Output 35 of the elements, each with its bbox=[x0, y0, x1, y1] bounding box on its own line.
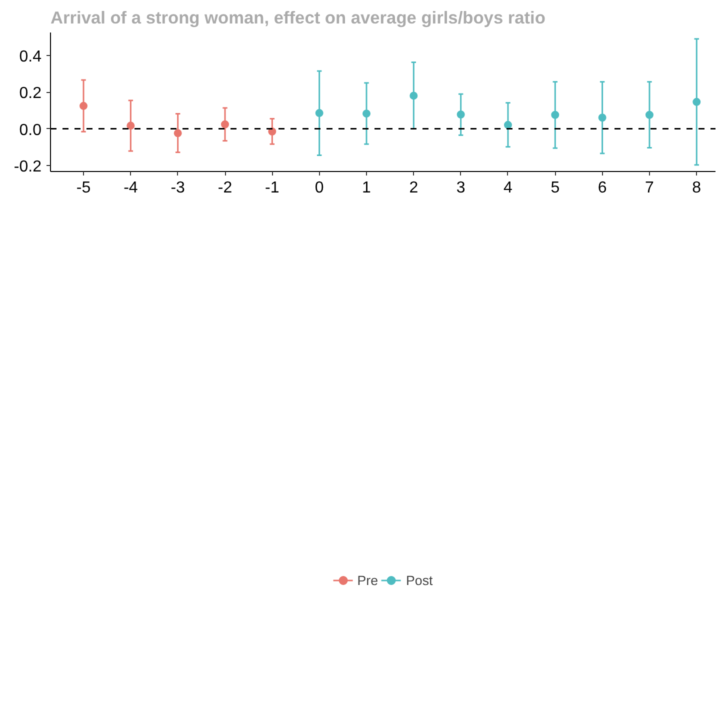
x-tick-label: 0 bbox=[314, 180, 324, 196]
point bbox=[551, 110, 560, 119]
point bbox=[221, 120, 230, 128]
x-tick-label: -1 bbox=[265, 180, 280, 196]
point bbox=[645, 110, 654, 119]
x-tick-label: -3 bbox=[170, 180, 186, 196]
x-tick-label: 6 bbox=[598, 180, 607, 196]
point bbox=[456, 110, 465, 119]
x-tick-label: 8 bbox=[692, 180, 702, 196]
legend-label: Pre bbox=[357, 572, 378, 588]
y-tick-label: 0.4 bbox=[19, 48, 42, 66]
point bbox=[126, 122, 135, 130]
y-tick-label: 0.2 bbox=[19, 85, 42, 102]
legend-label: Post bbox=[406, 572, 433, 588]
point bbox=[268, 128, 276, 136]
point bbox=[315, 109, 324, 118]
chart-title: Arrival of a strong woman, effect on average girls/boys ratio bbox=[50, 8, 546, 28]
point bbox=[410, 92, 418, 100]
x-tick-label: 2 bbox=[409, 180, 418, 196]
x-tick-label: 5 bbox=[550, 180, 560, 196]
point bbox=[598, 114, 606, 122]
x-tick-label: 4 bbox=[504, 180, 513, 196]
point bbox=[692, 98, 701, 106]
x-tick-label: -5 bbox=[76, 180, 91, 196]
y-tick-label: -0.2 bbox=[14, 158, 42, 176]
y-tick-label: 0.0 bbox=[19, 122, 42, 139]
point bbox=[174, 129, 182, 138]
x-tick-label: -4 bbox=[124, 180, 138, 196]
x-tick-label: 3 bbox=[456, 180, 466, 196]
point bbox=[362, 110, 370, 118]
x-tick-label: -2 bbox=[218, 180, 232, 196]
point bbox=[80, 102, 88, 110]
x-tick-label: 7 bbox=[645, 180, 654, 196]
point bbox=[504, 120, 512, 129]
x-tick-label: 1 bbox=[362, 180, 372, 196]
